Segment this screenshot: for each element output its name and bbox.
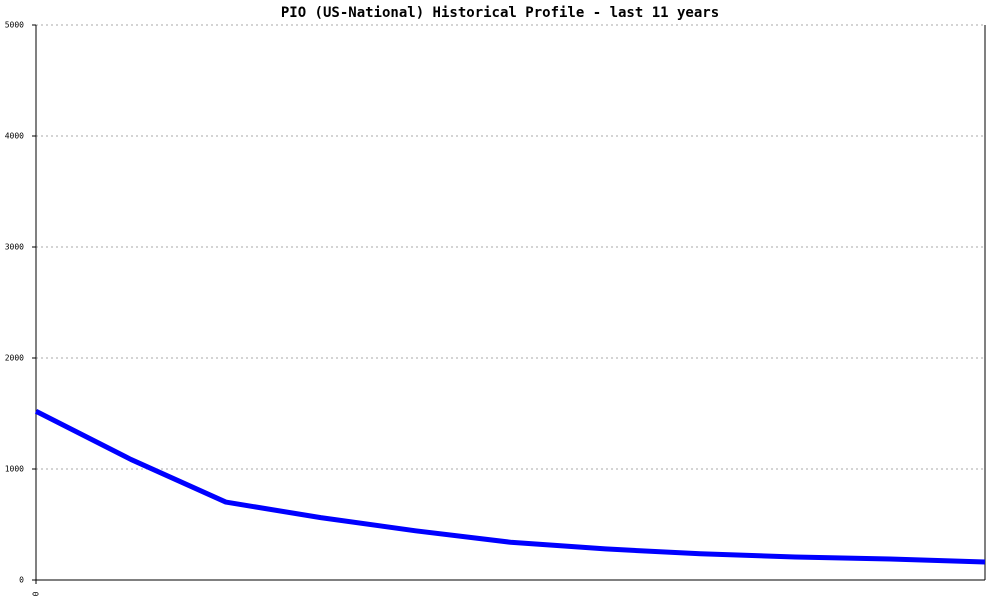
y-tick-label: 2000 xyxy=(5,354,24,363)
data-line xyxy=(34,409,986,565)
chart-title: PIO (US-National) Historical Profile - l… xyxy=(281,5,719,21)
y-tick-label: 4000 xyxy=(5,132,24,141)
y-tick-label: 5000 xyxy=(5,21,24,30)
y-tick-label: 3000 xyxy=(5,243,24,252)
y-tick-label: 0 xyxy=(19,576,24,585)
x-tick-label: 0 xyxy=(32,591,41,596)
y-tick-label: 1000 xyxy=(5,465,24,474)
